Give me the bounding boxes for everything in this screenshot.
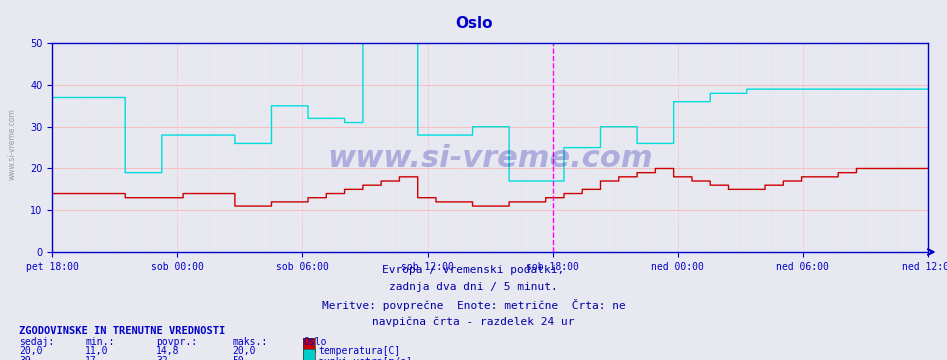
- Text: zadnja dva dni / 5 minut.: zadnja dva dni / 5 minut.: [389, 282, 558, 292]
- Text: sedaj:: sedaj:: [19, 337, 54, 347]
- Text: 39: 39: [19, 356, 30, 360]
- Text: 32: 32: [156, 356, 168, 360]
- Text: maks.:: maks.:: [232, 337, 267, 347]
- Text: navpična črta - razdelek 24 ur: navpična črta - razdelek 24 ur: [372, 316, 575, 327]
- Text: 14,8: 14,8: [156, 346, 180, 356]
- Text: 20,0: 20,0: [19, 346, 43, 356]
- Text: 17: 17: [85, 356, 97, 360]
- Text: Evropa / vremenski podatki,: Evropa / vremenski podatki,: [383, 265, 564, 275]
- Text: 50: 50: [232, 356, 243, 360]
- Text: min.:: min.:: [85, 337, 115, 347]
- Text: temperatura[C]: temperatura[C]: [318, 346, 401, 356]
- Text: Oslo: Oslo: [455, 16, 492, 31]
- Text: ZGODOVINSKE IN TRENUTNE VREDNOSTI: ZGODOVINSKE IN TRENUTNE VREDNOSTI: [19, 326, 225, 336]
- Text: Oslo: Oslo: [303, 337, 327, 347]
- Text: 20,0: 20,0: [232, 346, 256, 356]
- Text: 11,0: 11,0: [85, 346, 109, 356]
- Text: povpr.:: povpr.:: [156, 337, 197, 347]
- Text: Meritve: povprečne  Enote: metrične  Črta: ne: Meritve: povprečne Enote: metrične Črta:…: [322, 299, 625, 311]
- Text: www.si-vreme.com: www.si-vreme.com: [328, 144, 652, 172]
- Text: sunki vetra[m/s]: sunki vetra[m/s]: [318, 356, 412, 360]
- Text: www.si-vreme.com: www.si-vreme.com: [8, 108, 17, 180]
